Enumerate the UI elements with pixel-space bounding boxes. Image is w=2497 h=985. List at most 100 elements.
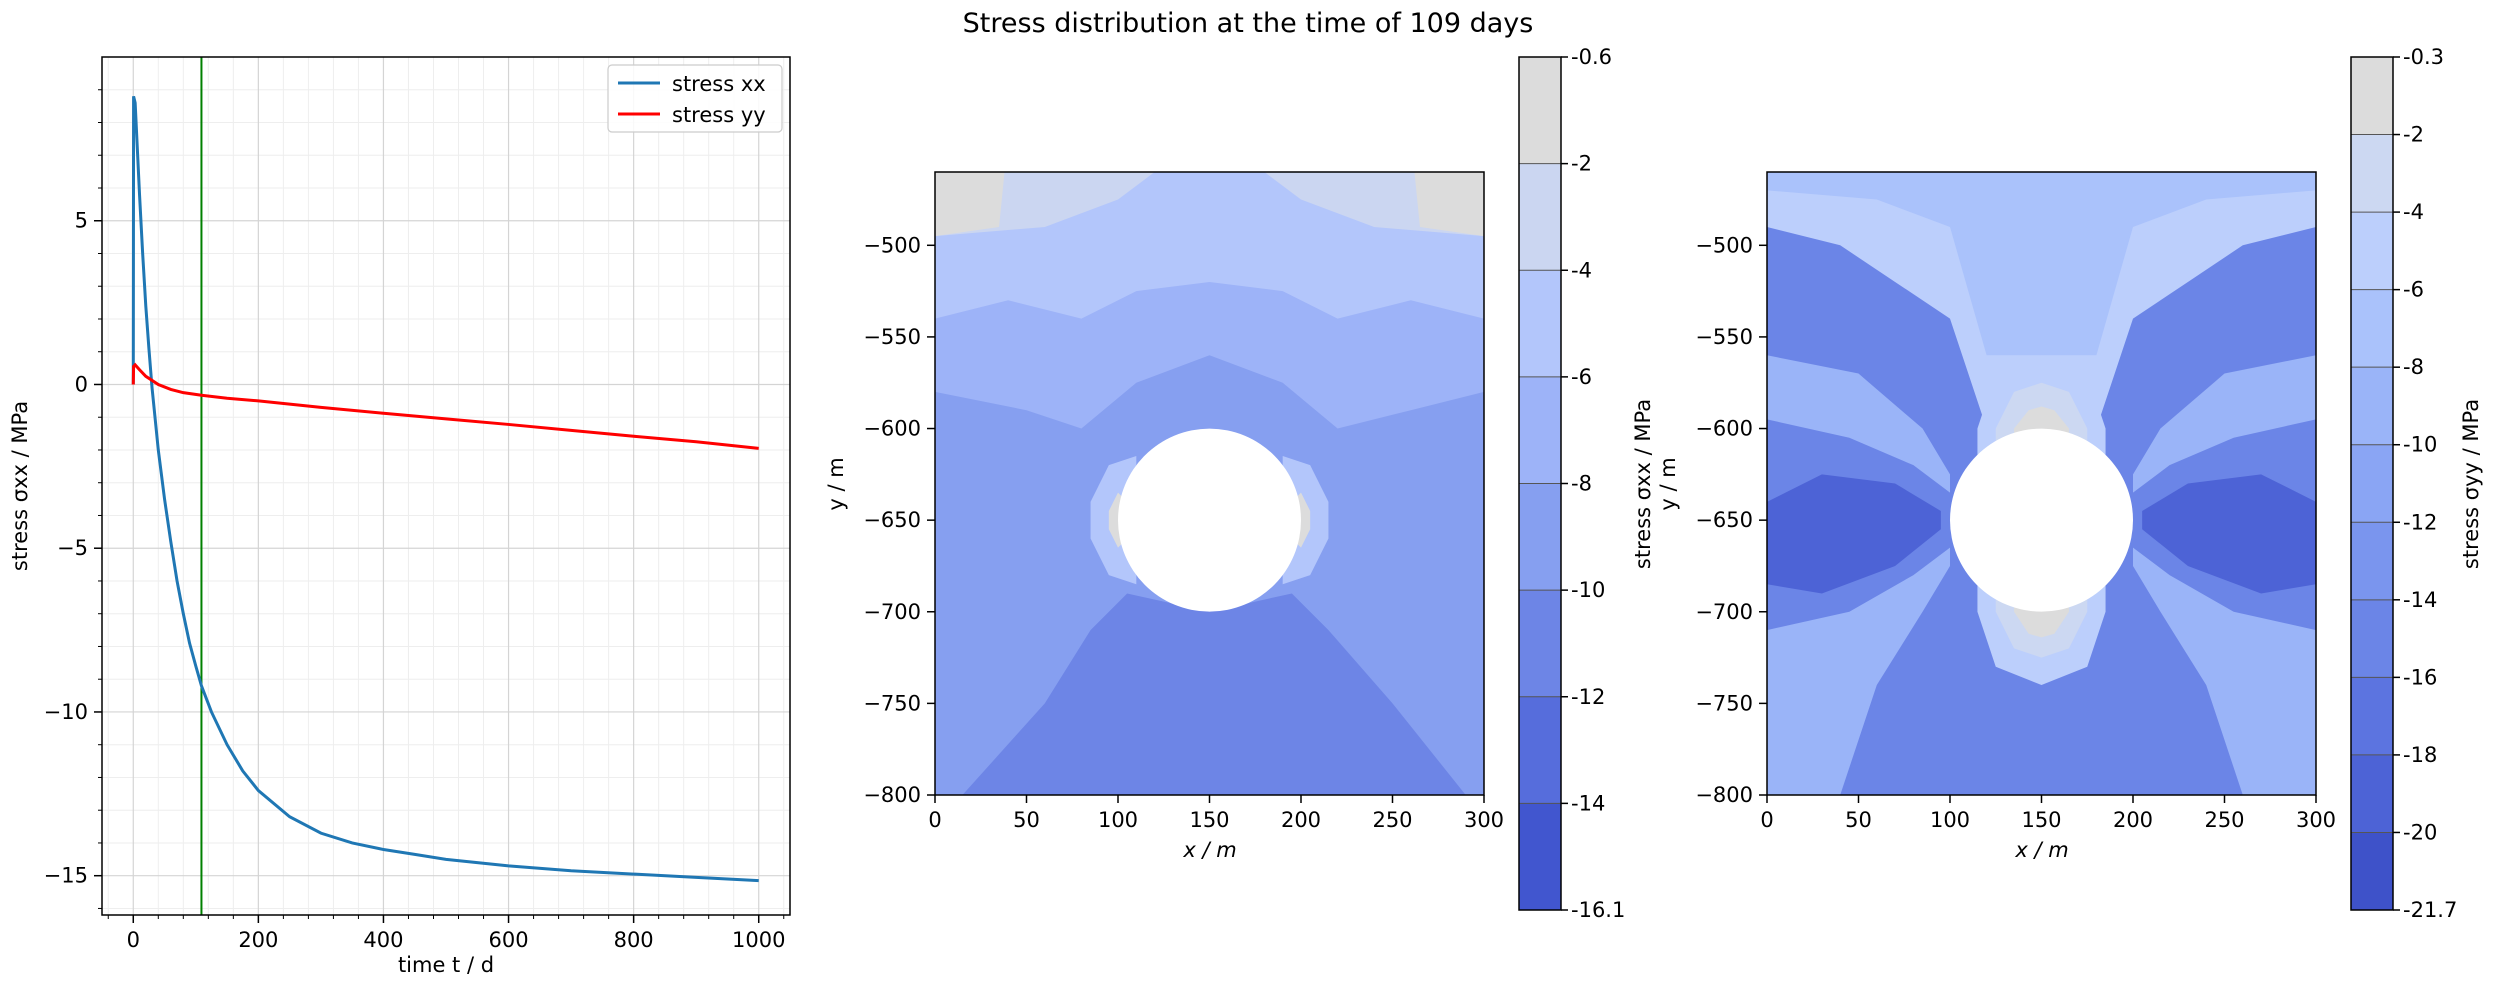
colorbar-segment [1519,376,1561,484]
y-tick-label: −500 [1695,233,1753,257]
plot-background [102,57,790,915]
series-line-stress-xx [131,95,759,883]
colorbar-segment [2351,444,2393,523]
y-tick-label: −5 [57,536,88,560]
stress-time-chart: 0 200 400 600 800 1000 −15−10−505 time t / d … [8,56,791,977]
legend: stress xx stress yy [607,64,783,133]
contour-band [1767,474,1941,594]
colorbar-segment [2351,134,2393,213]
x-tick-label: 250 [1372,808,1412,832]
y-tick-label: −700 [1695,600,1753,624]
colorbar-tick-label: -4 [2403,200,2424,224]
x-tick-label: 0 [928,808,941,832]
x-axis-label: x / m [2014,838,2068,862]
y-tick-label: −800 [1695,783,1753,807]
y-tick-label: 0 [75,372,88,396]
colorbar-segment [1519,696,1561,804]
x-tick-label: 150 [1189,808,1229,832]
y-tick-label: −10 [44,700,88,724]
colorbar-segment [2351,289,2393,368]
x-axis-label: x / m [1182,838,1236,862]
colorbar-tick-label: -12 [1571,685,1605,709]
x-tick-label: 200 [238,928,278,952]
major-grid [102,57,790,915]
x-tick-label: 100 [1930,808,1970,832]
colorbar-segment [1519,590,1561,697]
y-tick-label: −15 [44,864,88,888]
contour-band [935,172,1005,237]
stress-xx-contour-map: 0 50 100 150 200 250 300 −800−750−700−650−600−… [824,45,1655,922]
colorbar-tick-label: -14 [1571,791,1605,815]
y-tick-label: −700 [863,600,921,624]
colorbar-tick-label: -2 [1571,152,1592,176]
colorbar-tick-label: -0.6 [1571,45,1612,69]
x-tick-label: 250 [2204,808,2244,832]
colorbar-tick-label: -10 [2403,433,2437,457]
legend-label-stress-xx: stress xx [672,72,766,96]
y-axis-label: y / m [824,457,848,510]
colorbar-segment [1519,57,1561,164]
x-tick-label: 50 [1845,808,1872,832]
x-axis-ticks: 0 200 400 600 800 1000 [107,915,785,952]
x-axis-label: time t / d [398,953,494,977]
contour-band [1414,172,1484,237]
x-tick-label: 200 [2113,808,2153,832]
y-tick-label: −650 [863,508,921,532]
x-tick-label: 50 [1013,808,1040,832]
x-axis-ticks: 0 50 100 150 200 250 300 [928,795,1504,832]
colorbar-tick-label: -2 [2403,123,2424,147]
y-axis-label: stress σxx / MPa [8,401,32,571]
colorbar-frame [2350,56,2394,911]
x-axis-ticks: 0 50 100 150 200 250 300 [1760,795,2336,832]
colorbar-segment [1519,483,1561,591]
y-tick-label: −750 [1695,691,1753,715]
contour-band [962,593,1466,795]
colorbar-segment [2351,522,2393,600]
stress-yy-contour-map: 0 50 100 150 200 250 300 −800−750−700−650−600−… [1656,45,2483,922]
colorbar-tick-label: -16.1 [1571,898,1625,922]
colorbar-tick-label: -20 [2403,820,2437,844]
colorbar-tick-label: -8 [1571,472,1592,496]
colorbar-segment [1519,803,1561,910]
x-tick-label: 0 [1760,808,1773,832]
minor-grid [102,57,790,915]
excavation-hole [1118,428,1301,612]
y-tick-label: −550 [863,325,921,349]
x-tick-label: 200 [1281,808,1321,832]
colorbar-segment [2351,677,2393,755]
plot-frame [101,56,791,916]
excavation-hole [1950,428,2133,612]
colorbar-segment [2351,599,2393,678]
y-axis-ticks: −800 −750 −700 −650 −600 −550 −500 [863,233,935,807]
series-line-stress-yy [131,362,759,450]
y-tick-label: −600 [863,417,921,441]
colorbar-tick-label: -18 [2403,743,2437,767]
colorbar: -21.7 -20 -18 -16 -14 -12 -10 -8 -6 -4 -2 -0.3 [2350,45,2457,922]
x-tick-label: 1000 [732,928,785,952]
colorbar-tick-label: -14 [2403,588,2437,612]
contour-band [935,172,1484,237]
figure-title: Stress distribution at the time of 109 d… [963,8,1534,39]
colorbar-tick-label: -6 [2403,278,2424,302]
colorbar-segment [2351,57,2393,135]
y-tick-label: −750 [863,691,921,715]
y-axis-ticks: −800 −750 −700 −650 −600 −550 −500 [1695,233,1767,807]
colorbar-tick-label: -4 [1571,258,1592,282]
y-axis-label: y / m [1656,457,1680,510]
y-tick-label: −600 [1695,417,1753,441]
colorbar-segment [1519,163,1561,271]
colorbar-tick-label: -8 [2403,355,2424,379]
colorbar-tick-label: -0.3 [2403,45,2444,69]
colorbar-tick-label: -21.7 [2403,898,2457,922]
colorbar-tick-label: -6 [1571,365,1592,389]
y-tick-label: −550 [1695,325,1753,349]
x-tick-label: 0 [127,928,140,952]
y-tick-label: −800 [863,783,921,807]
colorbar-segment [1519,270,1561,377]
colorbar-segment [2351,832,2393,910]
legend-label-stress-yy: stress yy [672,103,766,127]
x-tick-label: 600 [488,928,528,952]
y-tick-label: −500 [863,233,921,257]
contour-band [1767,172,2316,356]
